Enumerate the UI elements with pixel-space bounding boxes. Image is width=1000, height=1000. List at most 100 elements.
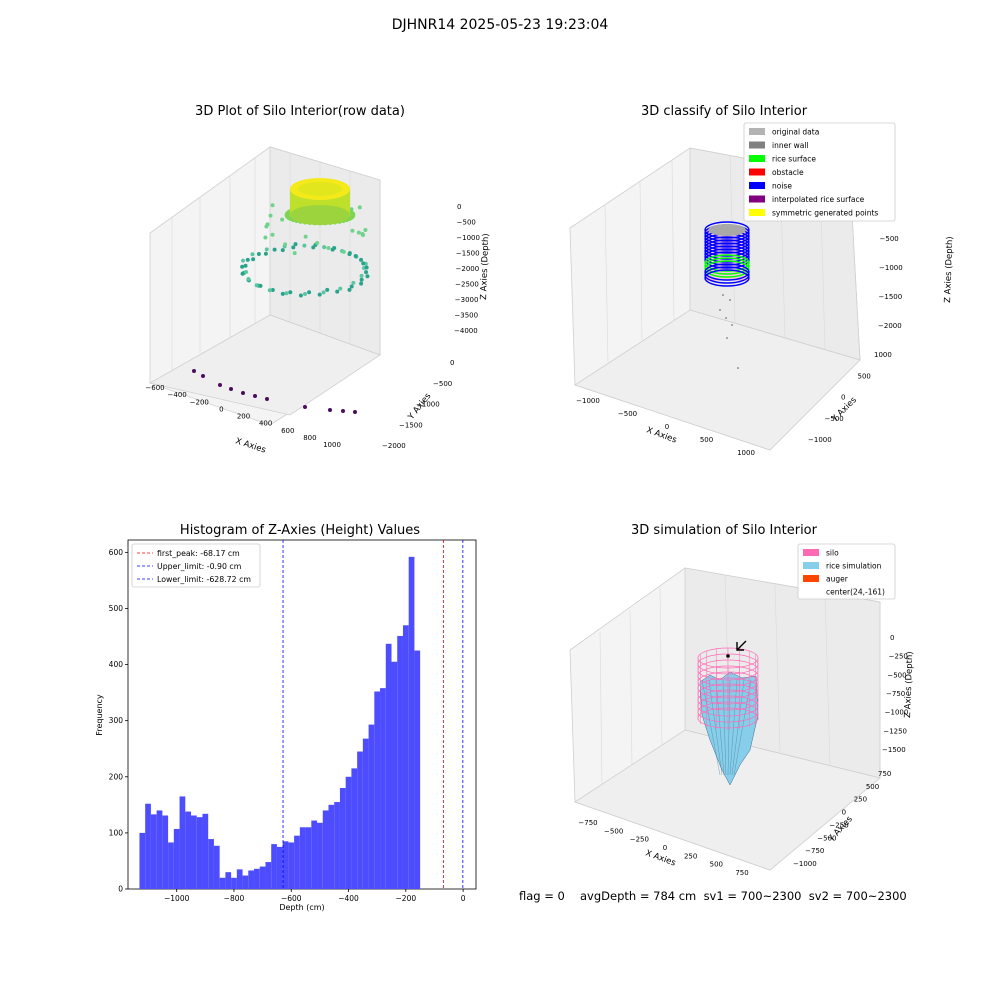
legend-swatch [749, 155, 765, 162]
raw-point-mid [280, 291, 285, 296]
y-tick: 200 [109, 772, 124, 781]
raw-point-mid [363, 228, 368, 233]
histogram-xticks: −1000 −800 −600 −400 −200 0 [164, 889, 466, 903]
y-tick: −500 [825, 415, 844, 423]
raw-point-low [241, 391, 245, 395]
legend-label: rice surface [772, 155, 816, 164]
x-tick: −750 [578, 819, 597, 827]
panel1-zticks: 0 −500 −1000 −1500 −2000 −2500 −3000 −3500 −4000 [454, 203, 480, 335]
histogram-bar [225, 872, 232, 889]
raw-point-mid [292, 251, 297, 256]
raw-point-mid [347, 251, 352, 256]
z-tick: −750 [886, 690, 905, 698]
silo-ring [704, 236, 750, 254]
raw-point-mid [264, 247, 269, 252]
x-tick: −400 [168, 391, 187, 399]
raw-point-mid [364, 270, 369, 275]
legend-label: obstacle [772, 168, 804, 177]
y-tick: −250 [829, 821, 848, 829]
x-tick: −1000 [576, 397, 600, 405]
x-tick: −1000 [164, 894, 190, 903]
silo-ring [704, 248, 750, 266]
raw-point-mid [288, 290, 293, 295]
y-tick: 0 [841, 394, 845, 402]
histogram-bar [408, 556, 415, 889]
panel2-zticks: 0−500−1000−1500−2000 [878, 206, 903, 330]
panel4-zlabel: Z Axies (Depth) [903, 651, 915, 718]
raw-point-mid [291, 245, 296, 250]
silo-ring [704, 221, 750, 239]
histogram-bar [357, 751, 363, 889]
raw-point-low [229, 387, 233, 391]
silo-ring [704, 239, 750, 257]
histogram-bar [311, 820, 318, 889]
histogram-bar [219, 877, 226, 889]
histogram-bar [168, 842, 174, 889]
y-tick: −1000 [416, 401, 440, 409]
raw-point-low [253, 394, 257, 398]
rice-mesh-line [708, 679, 723, 776]
histogram-ylabel: Frequency [95, 694, 104, 736]
raw-point-mid [246, 277, 251, 282]
x-tick: 0 [219, 405, 223, 413]
y-tick: 500 [109, 604, 124, 613]
panel2-xticks: −1000 −500 0 500 1000 [576, 397, 755, 457]
noise-point [729, 299, 731, 301]
x-tick: 500 [700, 436, 713, 444]
y-tick: 750 [878, 770, 891, 778]
raw-point-low [303, 405, 307, 409]
histogram-chart: −1000 −800 −600 −400 −200 0 0 100 200 300 400 500 6… [95, 539, 477, 912]
histogram-bar [282, 841, 289, 889]
histogram-bar [145, 803, 151, 889]
y-tick: 600 [109, 548, 124, 557]
x-tick: −200 [190, 398, 209, 406]
panel1-grid [171, 153, 351, 370]
legend-label: symmetric generated points [772, 209, 878, 218]
x-tick: −800 [224, 894, 245, 903]
x-tick: 500 [710, 861, 723, 869]
raw-point-mid [293, 242, 298, 247]
raw-point-low [328, 408, 332, 412]
rice-mesh-line [733, 679, 752, 776]
x-tick: −600 [281, 894, 302, 903]
y-tick: −750 [805, 847, 824, 855]
panel4-legend: silo rice simulation auger center(24,-161) [797, 543, 896, 600]
raw-point-mid [302, 243, 307, 248]
raw-point-mid [240, 264, 245, 269]
legend-swatch [749, 128, 765, 135]
raw-point-mid [356, 230, 361, 235]
y-tick: 1000 [874, 351, 892, 359]
x-tick: −250 [630, 836, 649, 844]
histogram-bar [380, 688, 386, 889]
x-tick: 800 [303, 434, 316, 442]
raw-point-mid [359, 273, 364, 278]
raw-point-mid [283, 242, 288, 247]
silo-ring [704, 257, 750, 275]
raw-point-mid [322, 245, 327, 250]
x-tick: 400 [259, 420, 272, 428]
panel2-zlabel: Z Axies (Depth) [943, 236, 955, 303]
raw-point-low [353, 410, 357, 414]
raw-point-mid [357, 205, 362, 210]
histogram-bar [351, 768, 358, 889]
histogram-bar [162, 815, 169, 889]
raw-point-mid [325, 287, 330, 292]
histogram-bars [139, 556, 421, 889]
histogram-bar [374, 691, 381, 889]
silo-ring [704, 251, 750, 269]
y-tick: 300 [109, 716, 124, 725]
raw-point-mid [341, 249, 346, 254]
raw-point-mid [361, 261, 366, 266]
z-tick: −4000 [454, 327, 478, 335]
raw-point-mid [267, 288, 272, 293]
silo-ring [704, 245, 750, 263]
panel2-3d-plot: −1000 −500 0 500 1000 1000 500 0 −500 −1000 0 −50… [569, 122, 955, 457]
silo-ring [704, 254, 750, 272]
silo-ring [704, 260, 750, 278]
raw-point-mid [270, 232, 275, 237]
figure-title: DJHNR14 2025-05-23 19:23:04 [391, 17, 609, 33]
status-flag: flag = 0 [519, 889, 565, 903]
histogram-bar [208, 839, 214, 889]
histogram-bar [179, 796, 186, 889]
panel1-yticks: 0 −500 −1000 −1500 −2000 [382, 359, 454, 450]
